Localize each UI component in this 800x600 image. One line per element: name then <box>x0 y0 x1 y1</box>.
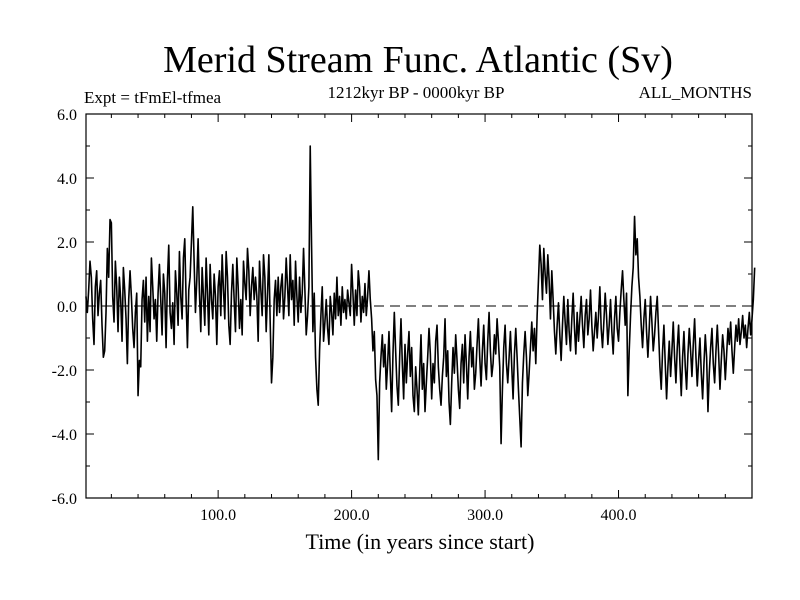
y-tick-label: 0.0 <box>57 299 77 316</box>
chart-subtitle-center: 1212kyr BP - 0000kyr BP <box>328 83 505 102</box>
y-tick-label: -4.0 <box>52 427 77 444</box>
y-tick-label: -6.0 <box>52 491 77 508</box>
series-line <box>85 145 756 461</box>
chart-subtitle-right: ALL_MONTHS <box>639 83 752 102</box>
chart-title: Merid Stream Func. Atlantic (Sv) <box>163 39 673 81</box>
plot-frame <box>85 113 753 499</box>
x-tick-label: 200.0 <box>334 507 370 524</box>
x-tick-label: 300.0 <box>467 507 503 524</box>
y-tick-label: 6.0 <box>57 107 77 124</box>
y-tick-label: 4.0 <box>57 171 77 188</box>
y-tick-label: 2.0 <box>57 235 77 252</box>
axis-tick-labels: -6.0 -4.0 -2.0 0.0 2.0 4.0 6.0 100.0 200.0 300.0 4… <box>52 107 637 524</box>
x-axis-label: Time (in years since start) <box>306 529 535 554</box>
x-tick-label: 400.0 <box>601 507 637 524</box>
x-tick-label: 100.0 <box>200 507 236 524</box>
y-tick-label: -2.0 <box>52 363 77 380</box>
chart-subtitle-left: Expt = tFmEl-tfmea <box>84 88 222 107</box>
